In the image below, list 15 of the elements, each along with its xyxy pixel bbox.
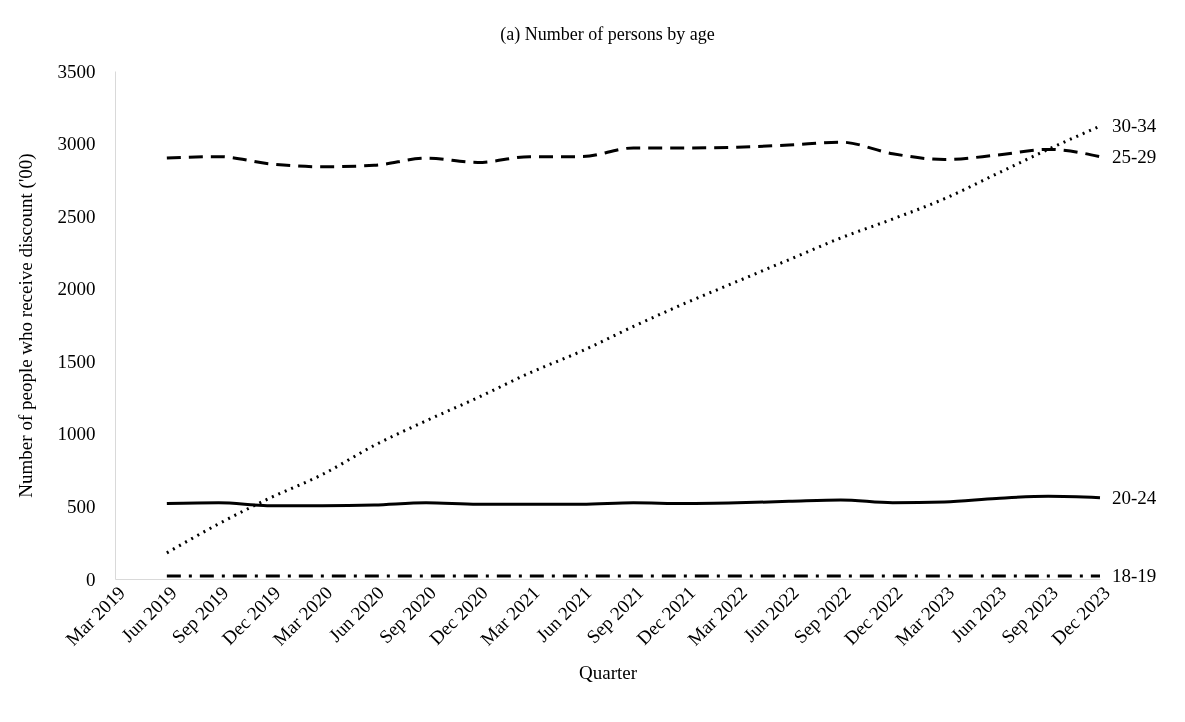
y-tick-label: 1500 — [57, 350, 96, 372]
series-label: 30-34 — [1112, 115, 1157, 137]
y-axis-title: Number of people who receive discount ('00) — [14, 153, 37, 498]
y-tick-label: 3000 — [57, 133, 96, 155]
series-label: 20-24 — [1112, 486, 1157, 508]
series-label: 18-19 — [1112, 565, 1157, 587]
series-label: 25-29 — [1112, 145, 1157, 167]
y-tick-label: 2000 — [57, 278, 96, 300]
y-tick-label: 500 — [67, 495, 96, 517]
chart-title: (a) Number of persons by age — [500, 24, 715, 45]
x-axis-title: Quarter — [578, 661, 638, 683]
y-tick-label: 0 — [86, 568, 96, 590]
y-tick-label: 3500 — [57, 60, 96, 82]
y-tick-label: 2500 — [57, 205, 96, 227]
y-tick-label: 1000 — [57, 423, 96, 445]
